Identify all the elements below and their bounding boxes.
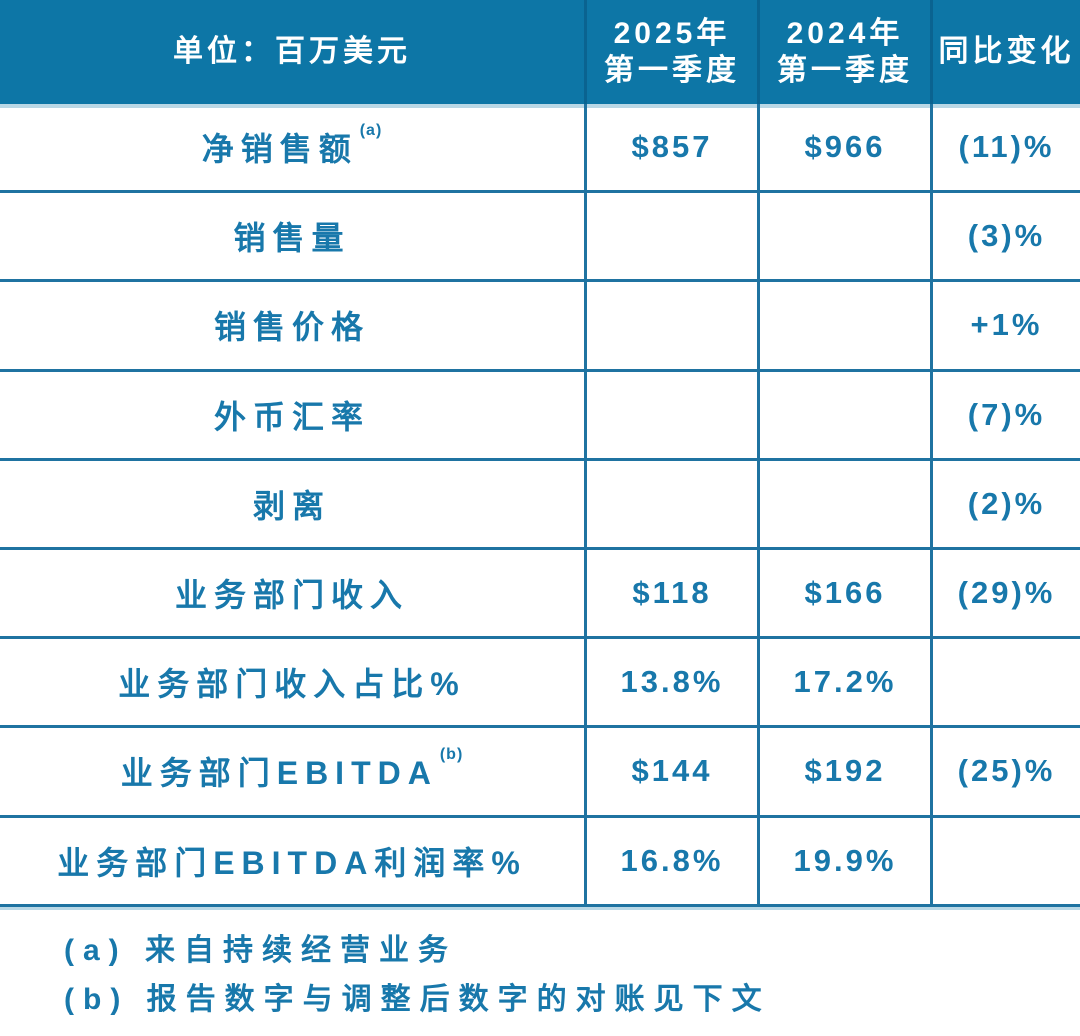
value-2024 [757,282,930,369]
row-label-cell: 业务部门收入占比% [0,639,584,725]
row-label: 业务部门EBITDA [120,755,438,792]
footnote-marker-a: (a) [359,122,383,139]
header-2024-line2: 第一季度 [777,54,913,87]
row-label: 业务部门EBITDA利润率% [57,844,527,881]
row-label-cell: 业务部门EBITDA (b) [0,728,584,814]
table-row-net-sales: 净销售额 (a) $857 $966 (11)% [0,104,1080,194]
table-row-fx-rate: 外币汇率 (7)% [0,371,1080,461]
value-2024: 19.9% [757,817,930,904]
row-label-cell: 销售量 [0,193,584,279]
value-2024 [757,460,930,547]
footnote-b: (b) 报告数字与调整后数字的对账见下文 [64,982,771,1016]
row-label: 业务部门收入 [174,577,409,614]
value-2024 [757,371,930,458]
header-2025-line1: 2025年 [613,16,731,50]
header-2025-q1: 2025年 第一季度 [584,0,757,104]
value-yoy [930,639,1080,726]
row-label-cell: 业务部门收入 [0,550,584,636]
footnote-a: (a) 来自持续经营业务 [64,933,457,967]
value-yoy: (25)% [930,728,1080,815]
value-2025 [584,282,757,369]
value-2024: $966 [757,104,930,191]
row-label: 外币汇率 [213,398,370,435]
value-yoy: (7)% [930,371,1080,458]
value-yoy: (2)% [930,460,1080,547]
value-yoy: (29)% [930,549,1080,637]
value-2025: 16.8% [584,817,757,904]
row-label: 剥离 [252,487,331,524]
value-2025 [584,371,757,458]
row-label-cell: 剥离 [0,461,584,547]
row-label: 净销售额 [201,131,358,168]
value-yoy: (3)% [930,193,1080,280]
value-2025: $857 [584,104,757,191]
value-2025 [584,193,757,280]
header-2024-line1: 2024年 [786,16,904,50]
value-2024: 17.2% [757,639,930,726]
value-yoy: (11)% [930,104,1080,191]
header-unit-label: 单位：百万美元 [173,35,411,69]
table-row-segment-ebitda: 业务部门EBITDA (b) $144 $192 (25)% [0,728,1080,818]
value-2024 [757,193,930,280]
row-label: 销售价格 [213,309,370,346]
table-row-sales-price: 销售价格 +1% [0,282,1080,372]
value-2025 [584,460,757,547]
table-body: 净销售额 (a) $857 $966 (11)% 销售量 (3)% 销售价格 +1… [0,104,1080,910]
table-row-divestiture: 剥离 (2)% [0,460,1080,550]
row-label-cell: 净销售额 (a) [0,104,584,190]
row-label: 销售量 [233,220,351,257]
table-header-row: 单位：百万美元 2025年 第一季度 2024年 第一季度 同比变化 [0,0,1080,104]
value-2025: 13.8% [584,639,757,726]
value-2025: $144 [584,728,757,815]
row-label-cell: 业务部门EBITDA利润率% [0,818,584,904]
table-row-segment-income: 业务部门收入 $118 $166 (29)% [0,549,1080,640]
table-row-sales-volume: 销售量 (3)% [0,193,1080,283]
value-2024: $192 [757,728,930,815]
table-row-segment-ebitda-margin: 业务部门EBITDA利润率% 16.8% 19.9% [0,817,1080,907]
header-2025-line2: 第一季度 [604,54,740,87]
row-label-cell: 外币汇率 [0,372,584,458]
footnote-marker-b: (b) [439,746,464,764]
header-2024-q1: 2024年 第一季度 [757,0,930,104]
value-yoy [930,817,1080,904]
header-yoy-change: 同比变化 [930,0,1080,104]
table-row-segment-income-pct: 业务部门收入占比% 13.8% 17.2% [0,639,1080,729]
value-2024: $166 [757,549,930,637]
footnotes-section: (a) 来自持续经营业务 (b) 报告数字与调整后数字的对账见下文 [0,910,1080,1015]
row-label-cell: 销售价格 [0,282,584,368]
value-2025: $118 [584,549,757,637]
value-yoy: +1% [930,282,1080,369]
row-label: 业务部门收入占比% [118,666,466,703]
